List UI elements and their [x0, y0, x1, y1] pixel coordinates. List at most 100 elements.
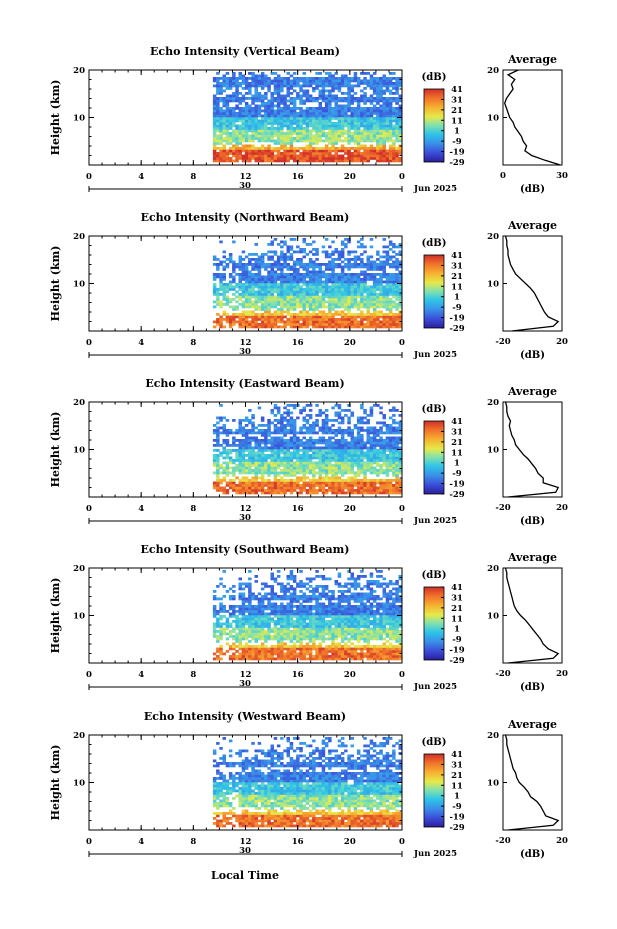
- heatmap-cell: [270, 119, 274, 123]
- heatmap-cell: [257, 119, 262, 123]
- heatmap-cell: [398, 283, 402, 286]
- heatmap-cell: [366, 117, 370, 120]
- heatmap-cell: [216, 139, 220, 143]
- heatmap-cell: [388, 154, 393, 158]
- heatmap-cell: [372, 283, 377, 286]
- heatmap-cell: [392, 293, 396, 296]
- heatmap-cell: [331, 89, 335, 93]
- heatmap-cell: [216, 268, 220, 271]
- heatmap-cell: [241, 79, 246, 83]
- heatmap-cell: [324, 290, 329, 294]
- heatmap-cell: [312, 429, 316, 432]
- heatmap-cell: [238, 466, 242, 470]
- heatmap-cell: [366, 122, 370, 125]
- heatmap-cell: [254, 451, 258, 455]
- heatmap-cell: [356, 240, 361, 244]
- heatmap-cell: [379, 320, 383, 324]
- heatmap-cell: [331, 99, 335, 103]
- heatmap-cell: [273, 280, 278, 284]
- heatmap-cell: [312, 265, 316, 269]
- heatmap-cell: [379, 82, 383, 85]
- heatmap-cell: [385, 325, 390, 329]
- heatmap-cell: [379, 436, 383, 440]
- heatmap-cell: [276, 429, 281, 432]
- heatmap-cell: [321, 459, 326, 462]
- heatmap-cell: [376, 144, 380, 148]
- heatmap-cell: [376, 84, 380, 88]
- heatmap-cell: [241, 293, 246, 296]
- heatmap-cell: [398, 112, 402, 115]
- heatmap-cell: [347, 288, 351, 291]
- heatmap-cell: [241, 144, 246, 148]
- heatmap-cell: [232, 109, 236, 113]
- heatmap-cell: [395, 491, 399, 495]
- heatmap-cell: [225, 318, 230, 321]
- heatmap-cell: [289, 265, 294, 269]
- heatmap-cell: [302, 431, 306, 435]
- heatmap-cell: [248, 117, 252, 120]
- heatmap-cell: [292, 469, 297, 472]
- heatmap-cell: [337, 444, 342, 447]
- heatmap-cell: [366, 479, 370, 482]
- heatmap-cell: [379, 117, 383, 120]
- heatmap-cell: [315, 308, 319, 311]
- heatmap-cell: [331, 325, 335, 329]
- heatmap-cell: [260, 283, 265, 286]
- heatmap-cell: [260, 451, 265, 455]
- heatmap-cell: [276, 137, 281, 140]
- heatmap-cell: [356, 280, 361, 284]
- heatmap-cell: [321, 112, 326, 115]
- heatmap-cell: [340, 278, 345, 281]
- heatmap-cell: [296, 476, 300, 480]
- heatmap-cell: [296, 280, 300, 284]
- heatmap-cell: [299, 77, 303, 80]
- heatmap-cell: [235, 454, 239, 457]
- heatmap-cell: [222, 318, 226, 321]
- heatmap-cell: [283, 464, 287, 467]
- heatmap-cell: [344, 481, 348, 485]
- heatmap-cell: [308, 320, 313, 324]
- heatmap-cell: [376, 315, 380, 319]
- heatmap-cell: [248, 144, 252, 148]
- heatmap-cell: [334, 109, 338, 113]
- heatmap-cell: [270, 265, 274, 269]
- heatmap-cell: [225, 265, 230, 269]
- heatmap-cell: [225, 290, 230, 294]
- heatmap-cell: [254, 431, 258, 435]
- heatmap-cell: [305, 82, 310, 85]
- heatmap-cell: [360, 471, 364, 475]
- heatmap-cell: [235, 469, 239, 472]
- heatmap-cell: [337, 129, 342, 133]
- heatmap-cell: [302, 129, 306, 133]
- heatmap-cell: [248, 461, 252, 465]
- heatmap-cell: [315, 270, 319, 274]
- heatmap-cell: [344, 104, 348, 108]
- heatmap-cell: [324, 84, 329, 88]
- heatmap-cell: [244, 323, 249, 326]
- heatmap-cell: [334, 474, 338, 477]
- heatmap-cell: [379, 97, 383, 100]
- heatmap-cell: [324, 273, 329, 276]
- heatmap-cell: [302, 300, 306, 304]
- heatmap-cell: [318, 124, 322, 128]
- heatmap-cell: [369, 444, 374, 447]
- heatmap-cell: [289, 404, 294, 407]
- heatmap-cell: [318, 268, 322, 271]
- heatmap-cell: [344, 122, 348, 125]
- heatmap-cell: [232, 112, 236, 115]
- heatmap-cell: [344, 290, 348, 294]
- heatmap-cell: [344, 285, 348, 289]
- heatmap-cell: [363, 441, 367, 445]
- heatmap-cell: [305, 454, 310, 457]
- heatmap-cell: [254, 107, 258, 110]
- heatmap-cell: [254, 152, 258, 155]
- heatmap-cell: [308, 112, 313, 115]
- heatmap-cell: [363, 481, 367, 485]
- heatmap-cell: [385, 471, 390, 475]
- heatmap-cell: [363, 99, 367, 103]
- heatmap-cell: [238, 109, 242, 113]
- heatmap-cell: [225, 127, 230, 130]
- heatmap-cell: [238, 486, 242, 490]
- heatmap-cell: [356, 295, 361, 299]
- heatmap-cell: [340, 250, 345, 254]
